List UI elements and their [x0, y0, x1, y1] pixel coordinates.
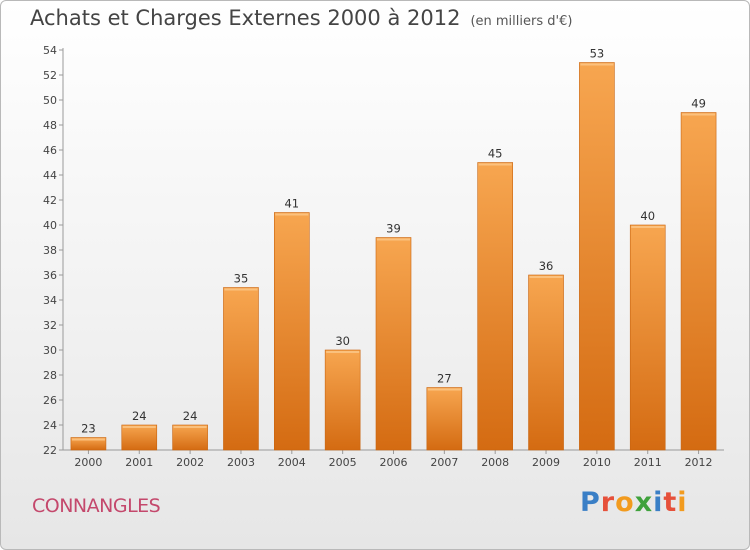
- data-label-2011: 40: [640, 209, 655, 223]
- bar-highlight-2011: [631, 226, 665, 228]
- bar-highlight-2005: [326, 351, 360, 353]
- y-tick-label: 42: [43, 194, 57, 207]
- data-label-2007: 27: [437, 372, 452, 386]
- x-tick-label-2009: 2009: [532, 456, 560, 469]
- data-label-2010: 53: [590, 47, 605, 61]
- chart-subtitle: (en milliers d'€): [470, 14, 573, 29]
- y-tick-label: 40: [43, 219, 57, 232]
- data-label-2012: 49: [691, 97, 706, 111]
- data-label-2000: 23: [81, 422, 96, 436]
- data-label-2002: 24: [183, 409, 198, 423]
- x-tick-label-2008: 2008: [481, 456, 509, 469]
- bar-2000: [70, 437, 107, 451]
- y-tick-label: 28: [43, 369, 57, 382]
- y-tick-label: 44: [43, 169, 57, 182]
- bar-highlight-2003: [224, 288, 258, 291]
- bar-2010: [579, 62, 615, 451]
- x-tick-label-2001: 2001: [125, 456, 153, 469]
- y-tick-label: 46: [43, 144, 57, 157]
- bar-2005: [324, 349, 361, 451]
- bar-highlight-2007: [427, 388, 461, 391]
- bar-highlight-2008: [478, 163, 512, 166]
- y-tick-label: 52: [43, 69, 57, 82]
- y-tick-label: 36: [43, 269, 57, 282]
- y-tick-label: 34: [43, 294, 57, 307]
- bar-highlight-2001: [122, 426, 156, 428]
- data-label-2001: 24: [132, 409, 147, 423]
- data-label-2003: 35: [234, 272, 249, 286]
- bar-2011: [629, 224, 666, 451]
- data-label-2004: 41: [284, 197, 299, 211]
- bar-2003: [223, 287, 259, 451]
- x-tick-label-2000: 2000: [74, 456, 102, 469]
- proxiti-logo: Proxiti: [580, 487, 688, 518]
- data-label-2009: 36: [539, 259, 554, 273]
- y-tick-label: 38: [43, 244, 57, 257]
- x-tick-label-2007: 2007: [430, 456, 458, 469]
- y-tick-label: 32: [43, 319, 57, 332]
- bar-2012: [680, 112, 717, 451]
- chart-title-text: Achats et Charges Externes 2000 à 2012: [30, 6, 461, 30]
- x-tick-label-2006: 2006: [380, 456, 408, 469]
- data-label-2008: 45: [488, 147, 503, 161]
- bar-highlight-2006: [377, 238, 410, 241]
- x-tick-label-2012: 2012: [685, 456, 713, 469]
- bar-highlight-2004: [275, 213, 309, 216]
- chart-title: Achats et Charges Externes 2000 à 2012 (e…: [30, 6, 572, 30]
- bar-2001: [121, 424, 158, 451]
- bar-2008: [477, 162, 513, 451]
- y-tick-label: 30: [43, 344, 57, 357]
- bar-highlight-2010: [580, 63, 614, 66]
- y-tick-label: 54: [43, 44, 57, 57]
- data-label-2006: 39: [386, 222, 401, 236]
- bar-highlight-2002: [173, 426, 207, 428]
- y-tick-label: 50: [43, 94, 57, 107]
- y-tick-label: 26: [43, 394, 57, 407]
- bar-highlight-2012: [682, 113, 716, 116]
- y-tick-label: 24: [43, 419, 57, 432]
- y-tick-label: 48: [43, 119, 57, 132]
- bar-2004: [274, 212, 310, 451]
- x-tick-label-2004: 2004: [278, 456, 306, 469]
- bar-highlight-2009: [529, 276, 563, 278]
- bar-highlight-2000: [71, 438, 105, 441]
- bar-2007: [426, 387, 463, 451]
- x-tick-label-2011: 2011: [634, 456, 662, 469]
- commune-name: CONNANGLES: [32, 495, 161, 517]
- x-tick-label-2005: 2005: [329, 456, 357, 469]
- bar-2006: [375, 237, 412, 451]
- bar-2002: [172, 424, 208, 451]
- x-tick-label-2010: 2010: [583, 456, 611, 469]
- x-tick-label-2002: 2002: [176, 456, 204, 469]
- bar-2009: [528, 274, 564, 451]
- y-tick-label: 22: [43, 444, 57, 457]
- data-label-2005: 30: [335, 334, 350, 348]
- x-tick-label-2003: 2003: [227, 456, 255, 469]
